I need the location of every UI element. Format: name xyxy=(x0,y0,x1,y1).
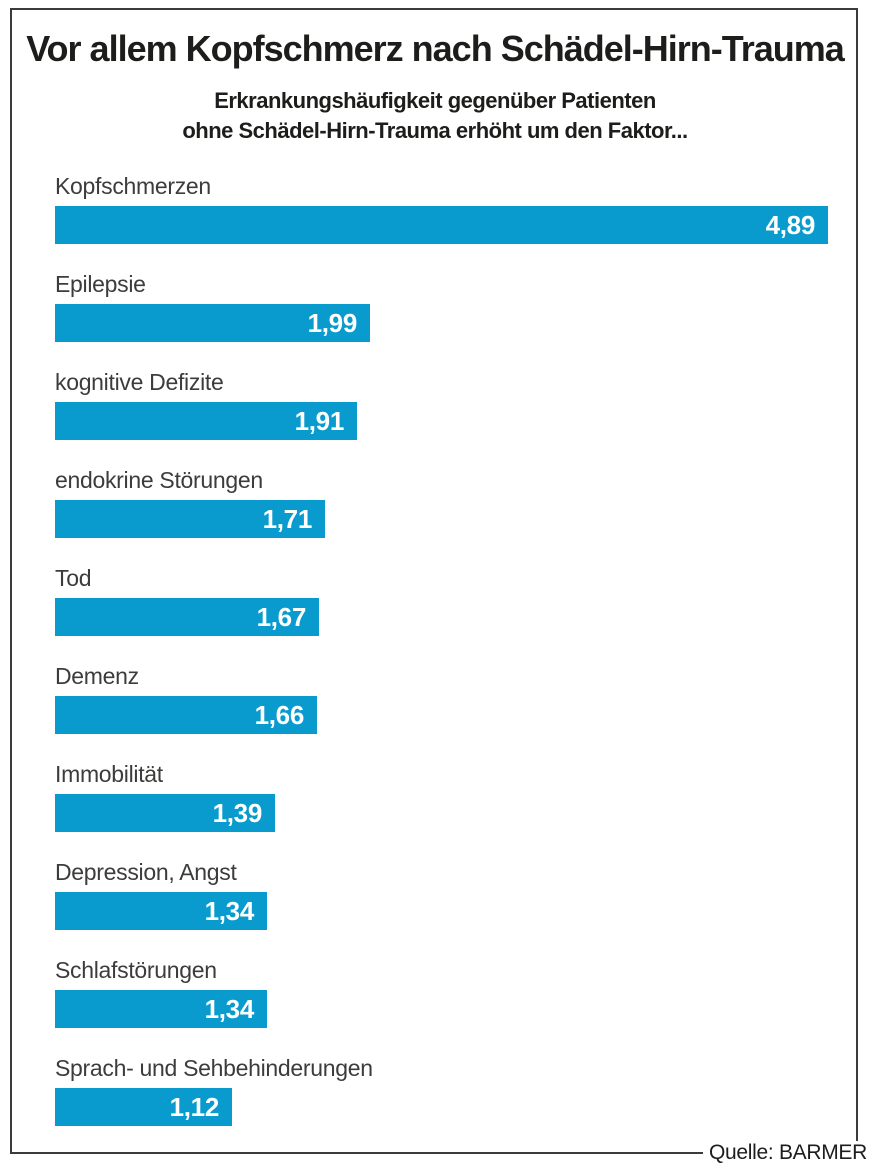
category-label: kognitive Defizite xyxy=(55,369,224,395)
value-label: 1,66 xyxy=(254,699,305,730)
value-label: 1,71 xyxy=(262,503,313,534)
category-label: Immobilität xyxy=(55,761,163,787)
value-label: 1,67 xyxy=(256,601,307,632)
chart-subtitle-line2: ohne Schädel-Hirn-Trauma erhöht um den F… xyxy=(182,118,688,143)
value-bar: 1,34 xyxy=(55,990,267,1028)
bar-row: Immobilität 1,39 xyxy=(55,761,835,832)
bar-row: Sprach- und Sehbehinderungen 1,12 xyxy=(55,1055,835,1126)
value-bar: 1,67 xyxy=(55,598,319,636)
category-label: Tod xyxy=(55,565,92,591)
bar-row: Schlafstörungen 1,34 xyxy=(55,957,835,1028)
value-label: 1,91 xyxy=(294,405,345,436)
chart-subtitle-line1: Erkrankungshäufigkeit gegenüber Patiente… xyxy=(214,88,656,113)
chart-title: Vor allem Kopfschmerz nach Schädel-Hirn-… xyxy=(26,28,845,69)
category-label: Epilepsie xyxy=(55,271,146,297)
value-bar: 4,89 xyxy=(55,206,828,244)
chart-subtitle: Erkrankungshäufigkeit gegenüber Patiente… xyxy=(10,86,860,146)
category-label: endokrine Störungen xyxy=(55,467,263,493)
value-bar: 1,12 xyxy=(55,1088,232,1126)
value-label: 1,12 xyxy=(169,1091,220,1122)
bar-chart-rows: Kopfschmerzen 4,89 Epilepsie 1,99 kognitive … xyxy=(55,173,835,1153)
value-bar: 1,39 xyxy=(55,794,275,832)
chart-frame-bottom-line xyxy=(10,1152,706,1154)
value-label: 1,39 xyxy=(212,797,263,828)
category-label: Demenz xyxy=(55,663,139,689)
value-bar: 1,91 xyxy=(55,402,357,440)
source-credit: Quelle: BARMER xyxy=(702,1141,867,1165)
category-label: Depression, Angst xyxy=(55,859,237,885)
bar-row: endokrine Störungen 1,71 xyxy=(55,467,835,538)
chart-frame-border xyxy=(10,8,858,1154)
bar-row: kognitive Defizite 1,91 xyxy=(55,369,835,440)
value-bar: 1,99 xyxy=(55,304,370,342)
category-label: Sprach- und Sehbehinderungen xyxy=(55,1055,373,1081)
value-label: 4,89 xyxy=(765,209,816,240)
value-label: 1,34 xyxy=(204,895,255,926)
bar-row: Demenz 1,66 xyxy=(55,663,835,734)
bar-row: Tod 1,67 xyxy=(55,565,835,636)
category-label: Schlafstörungen xyxy=(55,957,217,983)
value-label: 1,34 xyxy=(204,993,255,1024)
value-bar: 1,66 xyxy=(55,696,317,734)
bar-row: Epilepsie 1,99 xyxy=(55,271,835,342)
bar-row: Kopfschmerzen 4,89 xyxy=(55,173,835,244)
value-label: 1,99 xyxy=(307,307,358,338)
bar-row: Depression, Angst 1,34 xyxy=(55,859,835,930)
value-bar: 1,71 xyxy=(55,500,325,538)
value-bar: 1,34 xyxy=(55,892,267,930)
category-label: Kopfschmerzen xyxy=(55,173,211,199)
